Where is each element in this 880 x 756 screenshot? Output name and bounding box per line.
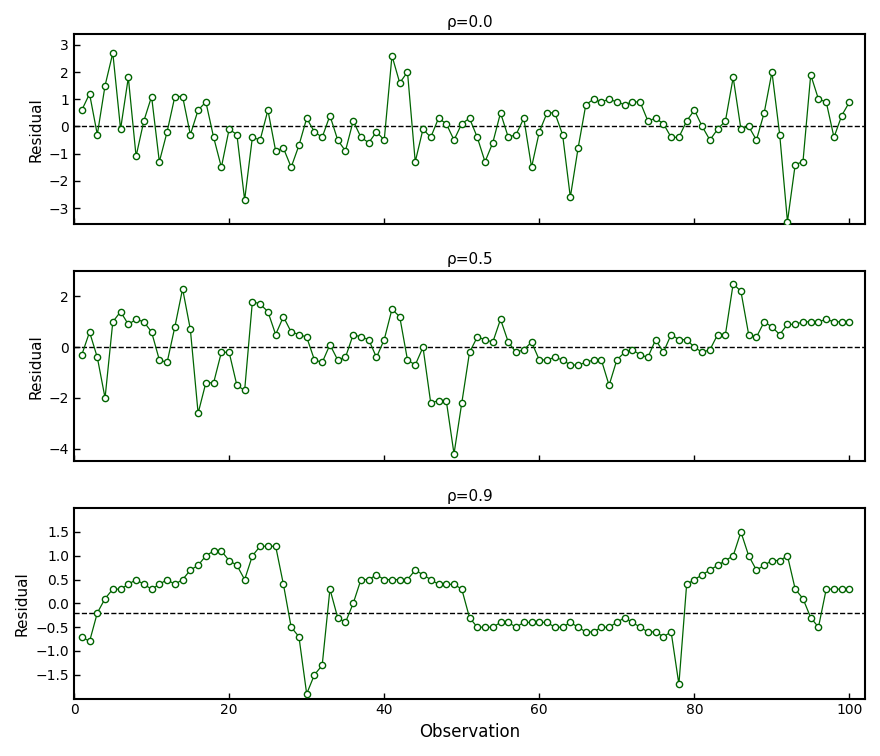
X-axis label: Observation: Observation [419,723,520,741]
Title: ρ=0.0: ρ=0.0 [446,15,493,30]
Title: ρ=0.9: ρ=0.9 [446,489,493,504]
Title: ρ=0.5: ρ=0.5 [446,252,493,267]
Y-axis label: Residual: Residual [15,571,30,636]
Y-axis label: Residual: Residual [28,97,43,162]
Y-axis label: Residual: Residual [28,334,43,398]
